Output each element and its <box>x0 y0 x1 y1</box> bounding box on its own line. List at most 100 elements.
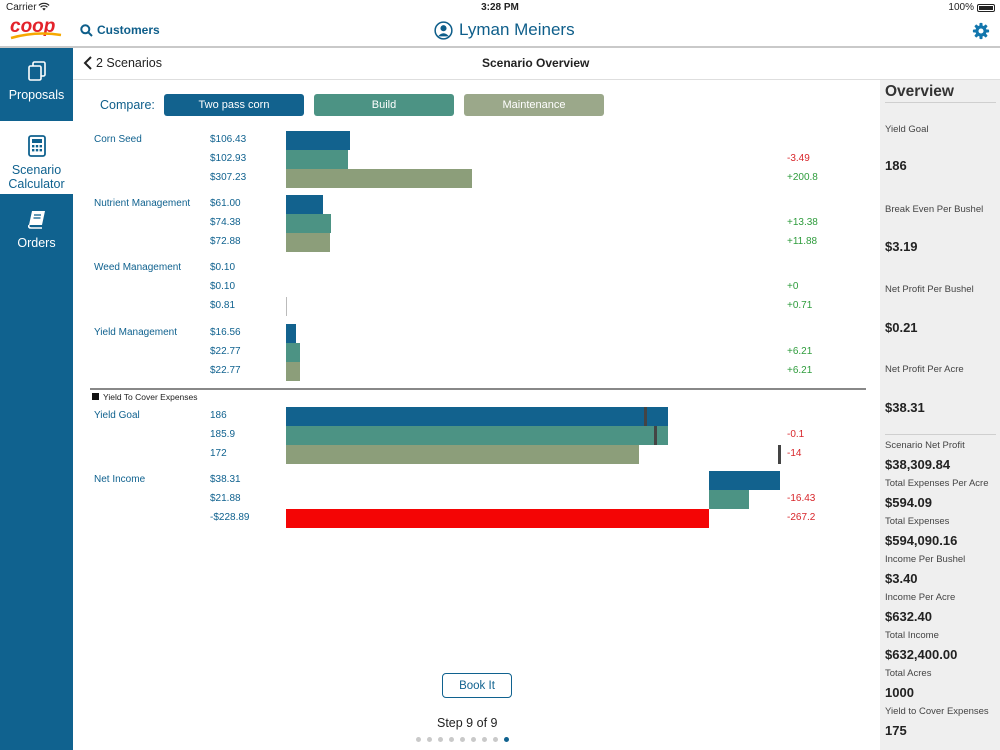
row-delta: -0.1 <box>787 429 805 440</box>
battery-percent: 100% <box>948 2 974 13</box>
svg-text:coop: coop <box>10 16 55 37</box>
overview-rule <box>885 434 996 435</box>
chart-bar <box>286 426 668 445</box>
row-value: 186 <box>210 410 227 421</box>
sidebar-item-scenario-calculator[interactable]: Scenario Calculator <box>0 121 73 194</box>
yield-to-cover-marker <box>644 407 647 426</box>
row-value: $0.10 <box>210 262 236 273</box>
compare-label: Compare: <box>100 98 155 112</box>
page-dot[interactable] <box>416 737 421 742</box>
user-profile[interactable]: Lyman Meiners <box>434 20 575 40</box>
legend-label: Yield To Cover Expenses <box>103 392 198 402</box>
page-dots <box>416 737 509 742</box>
overview-value: 1000 <box>885 685 914 700</box>
overview-value: $0.21 <box>885 320 918 335</box>
copy-documents-icon <box>27 61 46 81</box>
row-value: $102.93 <box>210 153 247 164</box>
sidebar-item-label: Scenario <box>11 163 62 177</box>
page-dot[interactable] <box>438 737 443 742</box>
row-value: $106.43 <box>210 134 247 145</box>
book-icon <box>27 211 45 229</box>
chart-bar <box>286 324 297 343</box>
chevron-left-icon <box>83 56 92 70</box>
group-label: Weed Management <box>94 262 182 273</box>
chart-bar <box>286 509 709 528</box>
overview-panel: Overview Yield Goal 186 Break Even Per Bus… <box>880 80 1000 750</box>
sidebar-item-orders[interactable]: Orders <box>0 208 73 268</box>
calculator-icon <box>27 135 46 157</box>
overview-label: Yield to Cover Expenses <box>885 706 989 717</box>
compare-tab-build[interactable]: Build <box>314 94 454 116</box>
legend-swatch <box>92 393 99 400</box>
chart-bar <box>709 490 750 509</box>
compare-tab-maintenance[interactable]: Maintenance <box>464 94 604 116</box>
group-label: Yield Management <box>94 327 178 338</box>
search-icon <box>80 23 93 37</box>
page-dot[interactable] <box>460 737 465 742</box>
chart-bar <box>286 150 349 169</box>
group-label: Nutrient Management <box>94 198 191 209</box>
gear-icon[interactable] <box>972 22 990 40</box>
book-it-button[interactable]: Book It <box>442 673 512 698</box>
row-delta: -267.2 <box>787 512 816 523</box>
overview-value: $632,400.00 <box>885 647 958 662</box>
row-value: $0.81 <box>210 300 236 311</box>
chart-bar <box>286 169 472 188</box>
row-delta: -16.43 <box>787 493 816 504</box>
top-nav: coop Customers Lyman Meiners <box>0 16 1000 48</box>
overview-value: 186 <box>885 158 907 173</box>
overview-label: Total Acres <box>885 668 932 679</box>
overview-label: Yield Goal <box>885 124 929 135</box>
sidebar-item-label: Proposals <box>8 88 65 102</box>
row-value: $74.38 <box>210 217 241 228</box>
back-label: 2 Scenarios <box>96 56 163 70</box>
overview-value: $594,090.16 <box>885 533 958 548</box>
overview-value: $3.40 <box>885 571 918 586</box>
page-dot[interactable] <box>427 737 432 742</box>
row-value: $22.77 <box>210 365 241 376</box>
overview-label: Total Income <box>885 630 939 641</box>
row-value: $38.31 <box>210 474 241 485</box>
group-label: Corn Seed <box>94 134 142 145</box>
page-dot[interactable] <box>482 737 487 742</box>
overview-value: $3.19 <box>885 239 918 254</box>
group-label: Net Income <box>94 474 146 485</box>
row-delta: -3.49 <box>787 153 810 164</box>
section-divider <box>90 388 866 390</box>
page-dot[interactable] <box>504 737 509 742</box>
row-delta: +6.21 <box>787 346 813 357</box>
overview-label: Scenario Net Profit <box>885 440 965 451</box>
chart-bar <box>286 445 640 464</box>
carrier-label: Carrier <box>6 2 37 13</box>
user-name: Lyman Meiners <box>459 20 575 39</box>
overview-title: Overview <box>885 83 954 100</box>
row-delta: +11.88 <box>787 236 818 247</box>
row-value: $16.56 <box>210 327 241 338</box>
sidebar-item-proposals[interactable]: Proposals <box>0 60 73 120</box>
page-dot[interactable] <box>493 737 498 742</box>
row-delta: +6.21 <box>787 365 813 376</box>
overview-label: Income Per Bushel <box>885 554 966 565</box>
overview-label: Break Even Per Bushel <box>885 204 984 215</box>
chart-bar <box>709 471 780 490</box>
coop-logo: coop <box>10 16 62 40</box>
customers-link[interactable]: Customers <box>80 23 160 37</box>
overview-value: $38.31 <box>885 400 925 415</box>
compare-tab-two-pass-corn[interactable]: Two pass corn <box>164 94 304 116</box>
row-delta: +200.8 <box>787 172 818 183</box>
status-bar: Carrier 3:28 PM 100% <box>0 0 1000 16</box>
row-value: $21.88 <box>210 493 241 504</box>
sidebar-item-label-2: Calculator <box>8 177 65 191</box>
page-dot[interactable] <box>471 737 476 742</box>
chart-bar <box>286 407 668 426</box>
chart-bar <box>286 214 332 233</box>
page-dot[interactable] <box>449 737 454 742</box>
overview-label: Net Profit Per Acre <box>885 364 964 375</box>
back-button[interactable]: 2 Scenarios <box>83 56 162 70</box>
row-delta: +0.71 <box>787 300 813 311</box>
row-delta: +0 <box>787 281 799 292</box>
overview-value: $594.09 <box>885 495 932 510</box>
sidebar-item-label: Orders <box>17 236 56 250</box>
overview-value: 175 <box>885 723 907 738</box>
sidebar: Proposals Scenario Calculator Orders <box>0 48 73 750</box>
